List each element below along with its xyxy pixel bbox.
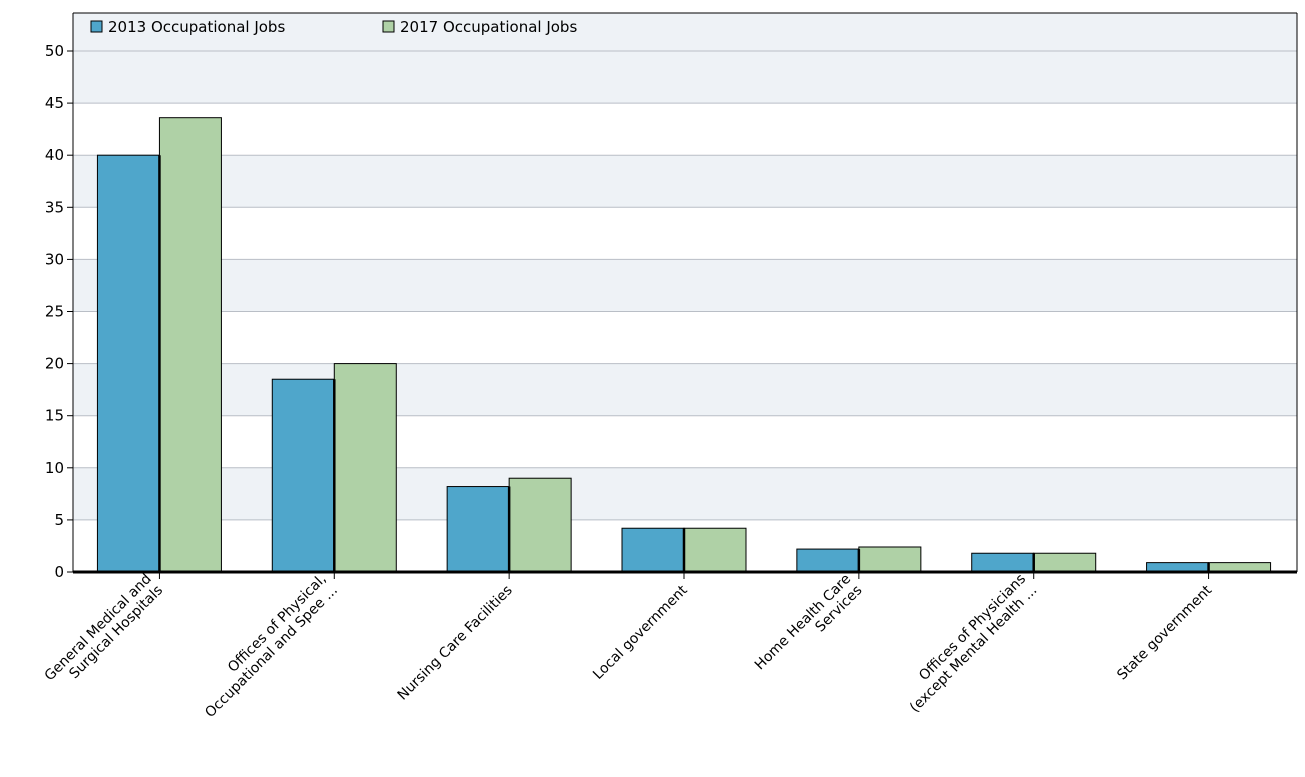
y-tick-label: 0 xyxy=(54,563,64,581)
y-tick-label: 10 xyxy=(45,459,64,477)
x-category-label: Local government xyxy=(590,582,691,683)
bar-2013 xyxy=(446,486,510,573)
legend-label: 2017 Occupational Jobs xyxy=(400,18,577,36)
bar-2013 xyxy=(796,548,860,573)
bar-2017 xyxy=(158,117,222,573)
bar-2017 xyxy=(858,546,922,573)
y-tick-label: 25 xyxy=(45,303,64,321)
legend: 2013 Occupational Jobs 2017 Occupational … xyxy=(90,18,577,36)
bar-2017 xyxy=(683,527,747,573)
bars xyxy=(96,117,1272,573)
y-tick-label: 5 xyxy=(54,511,64,529)
gridlines xyxy=(73,50,1297,521)
legend-swatch xyxy=(382,20,395,33)
bar-2013 xyxy=(971,552,1035,573)
y-tick-label: 35 xyxy=(45,198,64,216)
y-tick-label: 30 xyxy=(45,250,64,268)
y-tick-label: 40 xyxy=(45,146,64,164)
y-tick-label: 15 xyxy=(45,407,64,425)
x-category-label-line: Nursing Care Facilities xyxy=(395,582,516,703)
plot-band xyxy=(73,363,1297,416)
y-axis-ticks: 0 5 10 15 20 25 30 35 40 45 50 xyxy=(45,42,73,581)
bar-2017 xyxy=(333,363,397,573)
x-category-label-line: Offices of Physical, xyxy=(225,571,330,676)
bar-2017 xyxy=(508,477,572,573)
bar-2017 xyxy=(1033,552,1097,573)
x-category-label: Offices of Physical,Occupational and Spe… xyxy=(191,571,341,721)
axes xyxy=(72,12,1298,574)
bar-2013 xyxy=(621,527,685,573)
plot-band xyxy=(73,311,1297,364)
x-axis-ticks: General Medical andSurgical Hospitals Off… xyxy=(42,571,1216,721)
x-category-label-line: Offices of Physicians xyxy=(916,571,1029,684)
x-category-label: Home Health CareServices xyxy=(752,571,866,685)
plot-band xyxy=(73,155,1297,208)
bar-2013 xyxy=(271,378,335,573)
plot-band xyxy=(73,467,1297,520)
x-category-label: Offices of Physicians(except Mental Heal… xyxy=(896,571,1041,716)
x-category-label-line: State government xyxy=(1114,582,1215,683)
x-category-label-line: General Medical and xyxy=(42,571,155,684)
plot-band xyxy=(73,259,1297,312)
plot-band xyxy=(73,51,1297,104)
x-category-label-line: Home Health Care xyxy=(752,571,854,673)
y-tick-label: 50 xyxy=(45,42,64,60)
plot-band xyxy=(73,415,1297,468)
legend-label: 2013 Occupational Jobs xyxy=(108,18,285,36)
x-category-label-line: Occupational and Spee ... xyxy=(202,582,341,721)
legend-swatch xyxy=(90,20,103,33)
x-category-label-line: Local government xyxy=(590,582,691,683)
x-category-label: Nursing Care Facilities xyxy=(395,582,516,703)
y-tick-label: 45 xyxy=(45,94,64,112)
plot-bands xyxy=(73,13,1297,572)
x-category-label: State government xyxy=(1114,582,1215,683)
plot-band xyxy=(73,103,1297,156)
plot-band xyxy=(73,207,1297,260)
bar-2013 xyxy=(96,154,160,573)
plot-band xyxy=(73,13,1297,51)
x-category-label-line: (except Mental Health ... xyxy=(907,582,1040,715)
x-category-label: General Medical andSurgical Hospitals xyxy=(42,571,166,695)
y-tick-label: 20 xyxy=(45,355,64,373)
